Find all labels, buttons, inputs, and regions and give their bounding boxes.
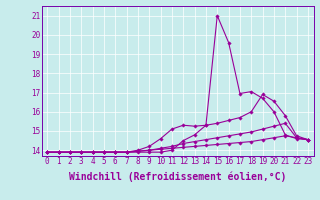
X-axis label: Windchill (Refroidissement éolien,°C): Windchill (Refroidissement éolien,°C) bbox=[69, 172, 286, 182]
